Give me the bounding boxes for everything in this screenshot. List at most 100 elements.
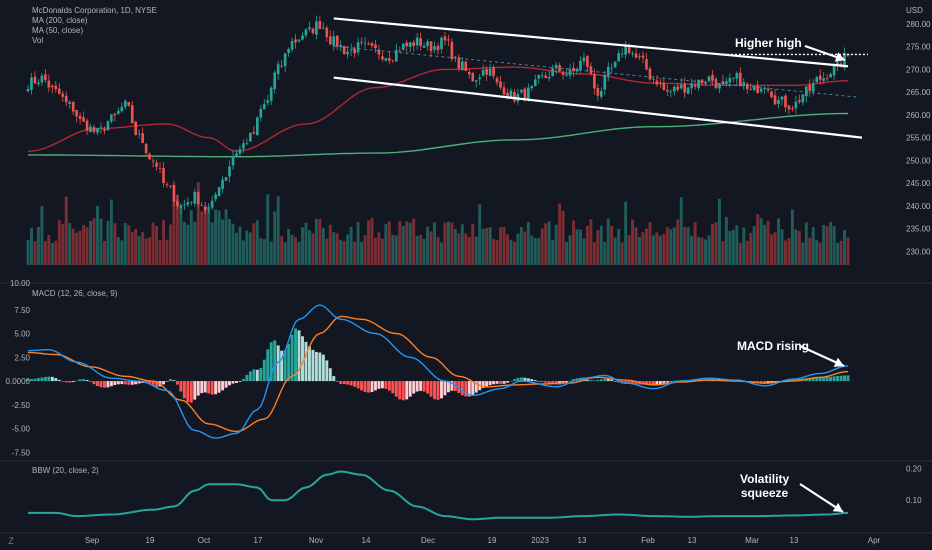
macd-histogram-bar <box>610 379 614 382</box>
candle-body <box>113 113 117 116</box>
macd-signal-line <box>28 315 849 433</box>
macd-histogram-bar <box>182 381 186 399</box>
macd-histogram-bar <box>273 340 277 382</box>
volume-bar <box>603 241 607 265</box>
volume-bar <box>766 220 770 265</box>
macd-histogram-bar <box>349 381 353 386</box>
macd-histogram-bar <box>565 381 569 383</box>
volume-bar <box>255 220 259 265</box>
candle-body <box>370 43 374 46</box>
volume-bar <box>457 233 461 265</box>
macd-histogram-bar <box>665 381 669 383</box>
candle-body <box>513 92 516 102</box>
candle-body <box>777 100 780 104</box>
candle-body <box>99 127 103 129</box>
macd-histogram-bar <box>825 377 829 382</box>
volume-bar <box>259 238 263 265</box>
bbw-title[interactable]: BBW (20, close, 2) <box>32 466 99 475</box>
volume-bar <box>808 237 812 265</box>
candle-body <box>123 100 127 108</box>
macd-histogram-bar <box>224 381 228 388</box>
candle-body <box>342 45 346 55</box>
ma50-legend[interactable]: MA (50, close) <box>32 26 84 35</box>
macd-histogram-bar <box>311 349 315 382</box>
volume-bar <box>318 218 322 265</box>
candle-body <box>735 73 739 79</box>
volume-bar <box>168 224 172 265</box>
volume-bar <box>245 230 249 265</box>
candle-body <box>784 95 787 108</box>
macd-histogram-bar <box>287 343 291 382</box>
candle-body <box>433 46 436 50</box>
volume-bar <box>631 219 635 265</box>
macd-histogram-bar <box>245 374 249 382</box>
volume-bar <box>742 227 746 265</box>
macd-histogram-bar <box>585 380 589 382</box>
macd-histogram-bar <box>429 381 433 397</box>
volume-bar <box>405 221 409 265</box>
x-axis-tick: 13 <box>688 536 697 545</box>
candle-body <box>624 44 627 55</box>
volume-bar <box>325 238 329 265</box>
candle-body <box>732 77 735 79</box>
vol-legend[interactable]: Vol <box>32 36 44 45</box>
volume-bar <box>815 239 819 265</box>
volume-bar <box>547 221 551 265</box>
candle-body <box>200 205 204 206</box>
macd-histogram-bar <box>509 381 513 382</box>
volume-bar <box>235 232 238 265</box>
volume-bar <box>693 221 697 265</box>
candle-body <box>773 95 777 105</box>
candle-body <box>398 50 402 52</box>
macd-histogram-bar <box>30 379 33 382</box>
macd-histogram-bar <box>832 376 836 382</box>
candle-body <box>481 69 485 76</box>
candle-body <box>315 21 318 35</box>
candle-body <box>471 73 475 82</box>
candle-body <box>443 36 447 41</box>
volume-bar <box>217 210 221 265</box>
macd-histogram-bar <box>443 381 447 396</box>
volume-bar <box>283 242 287 265</box>
macd-histogram-bar <box>426 381 430 394</box>
macd-histogram-bar <box>367 381 370 393</box>
candle-body <box>308 27 311 30</box>
candle-body <box>301 35 304 40</box>
volume-bar <box>707 235 711 265</box>
volume-bar <box>453 228 457 265</box>
macd-histogram-bar <box>61 381 65 382</box>
candle-body <box>419 38 422 46</box>
x-axis-tick: Sep <box>85 536 100 545</box>
candle-body <box>353 48 356 54</box>
volume-bar <box>36 226 40 265</box>
price-axis-tick: 260.00 <box>906 111 931 120</box>
candle-body <box>502 87 506 95</box>
x-axis-tick: 19 <box>488 536 497 545</box>
bbw-axis-tick: 0.10 <box>906 496 922 505</box>
volume-bar <box>158 240 162 265</box>
volume-bar <box>662 233 666 265</box>
volume-bar <box>471 223 475 265</box>
candle-body <box>617 53 620 62</box>
volume-bar <box>499 227 503 265</box>
macd-histogram-bar <box>339 381 343 384</box>
symbol-title[interactable]: McDonalds Corporation, 1D, NYSE <box>32 6 157 15</box>
tradingview-logo-icon[interactable]: Z <box>8 536 14 546</box>
volume-bar <box>47 235 51 265</box>
macd-histogram-bar <box>57 379 61 382</box>
volume-bar <box>43 241 47 265</box>
candle-body <box>485 69 488 75</box>
volume-bar <box>33 241 37 265</box>
candle-body <box>377 49 381 55</box>
volume-bar <box>224 209 228 265</box>
candle-body <box>676 86 680 90</box>
volume-bar <box>106 220 110 265</box>
volume-bar <box>690 235 694 265</box>
candle-body <box>467 72 471 75</box>
ma200-legend[interactable]: MA (200, close) <box>32 16 88 25</box>
candle-body <box>808 85 812 92</box>
volume-bar <box>676 219 680 265</box>
volume-bar <box>523 231 527 265</box>
macd-title[interactable]: MACD (12, 26, close, 9) <box>32 289 118 298</box>
